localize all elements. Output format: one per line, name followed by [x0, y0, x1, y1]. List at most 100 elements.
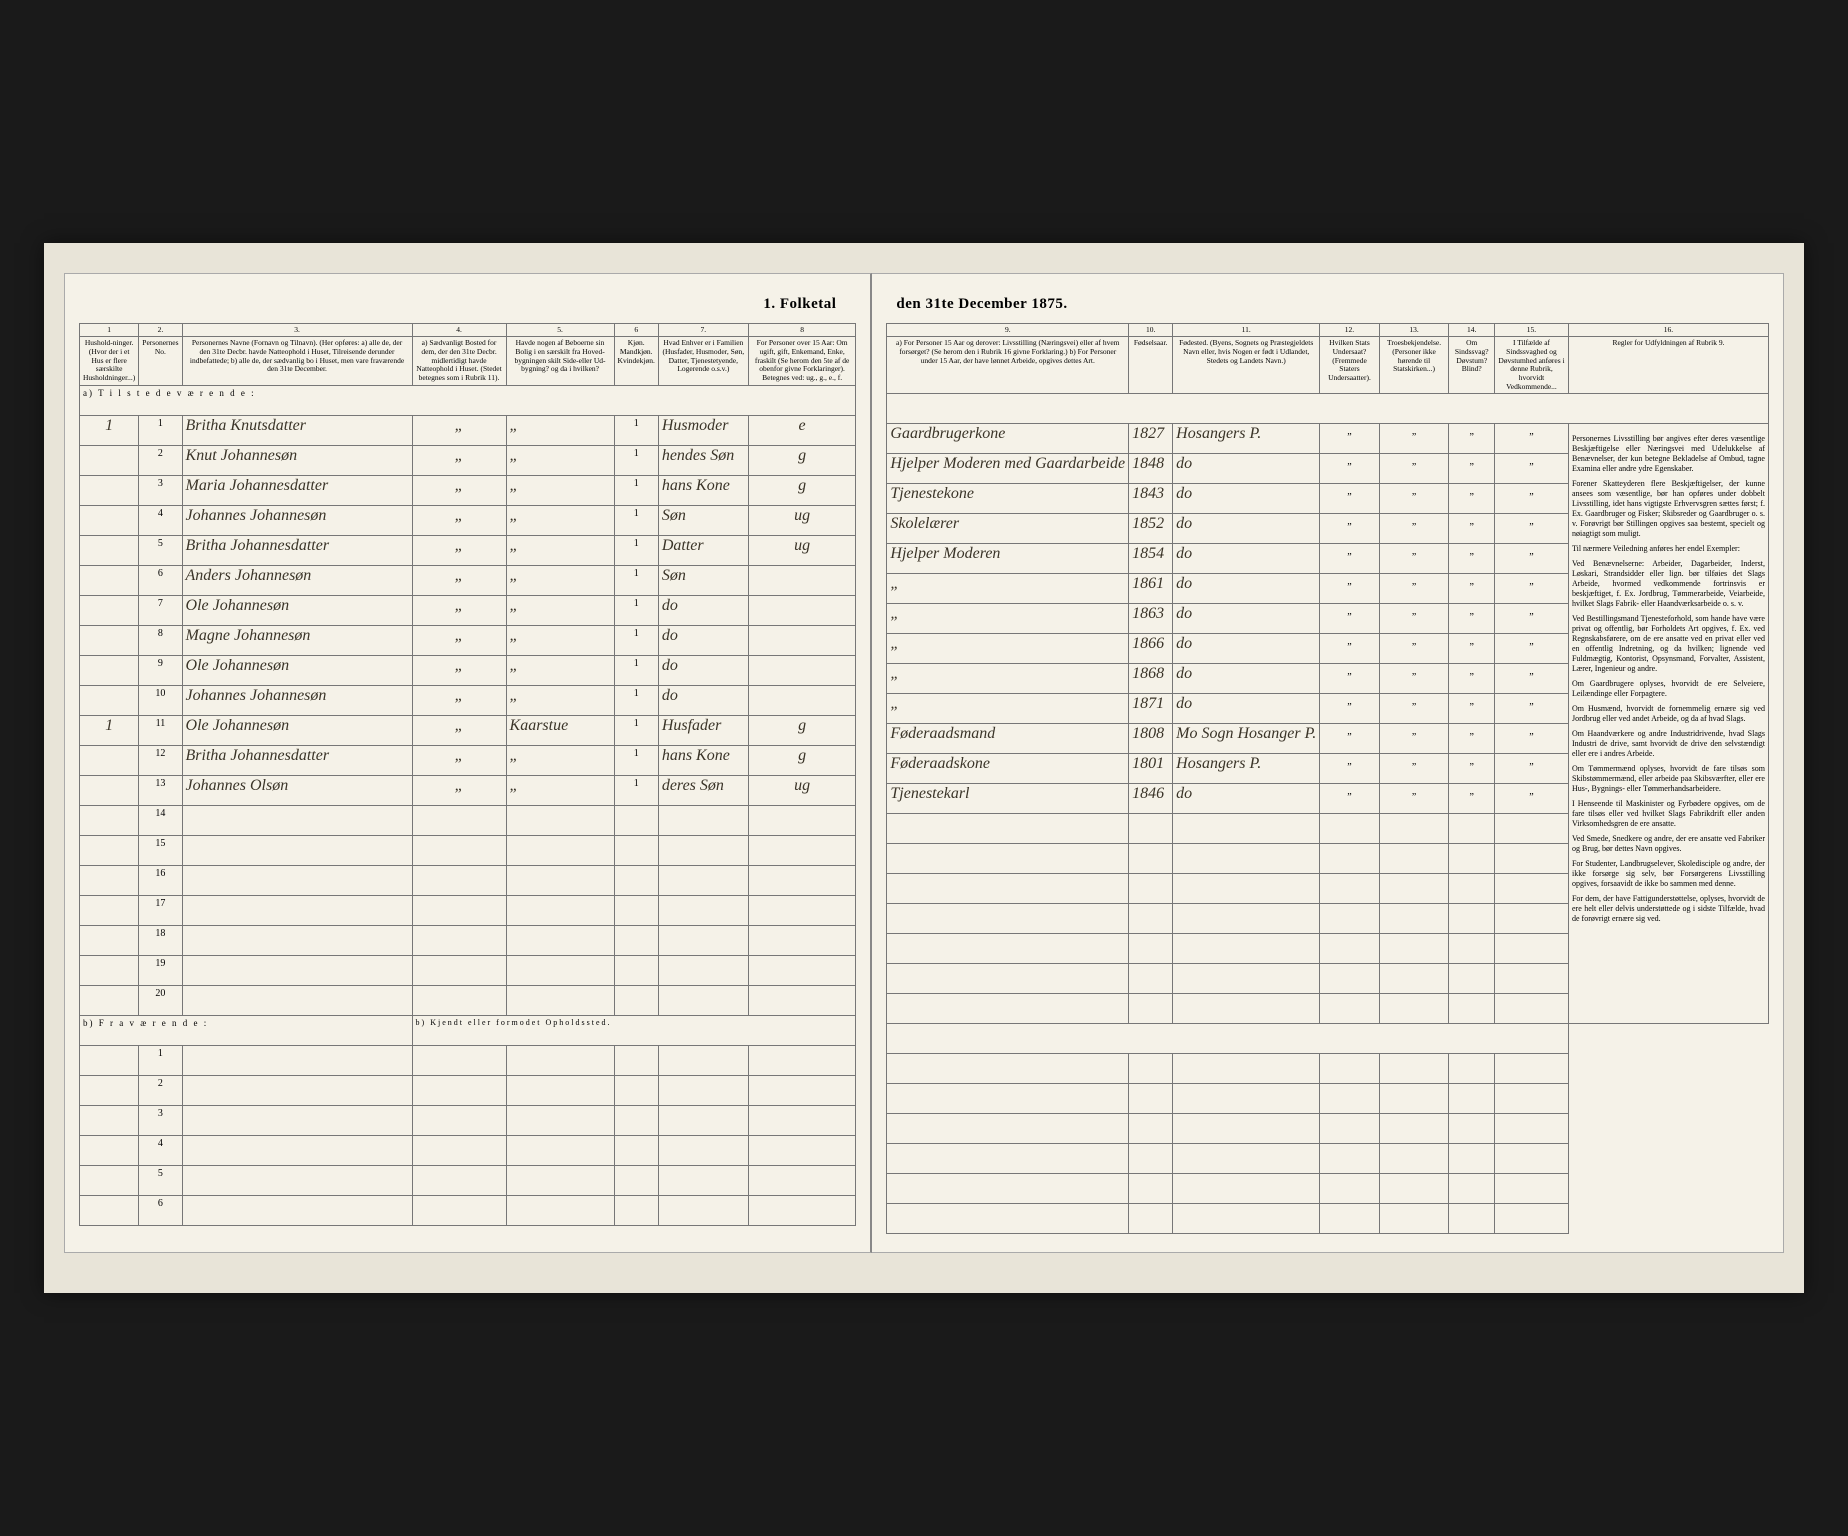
rules-paragraph: Ved Smede, Snedkere og andre, der ere an… [1572, 834, 1765, 854]
cell: 1 [614, 475, 658, 505]
person-name: Britha Johannesdatter [182, 535, 412, 565]
cell: „ [1320, 664, 1379, 694]
cell: 1 [614, 505, 658, 535]
family-relation: do [658, 625, 748, 655]
birth-year: 1846 [1129, 784, 1173, 814]
cell: „ [412, 445, 506, 475]
right-page: den 31te December 1875. 9. 10. 11. 12. 1… [872, 273, 1784, 1253]
cell: „ [1320, 424, 1379, 454]
civil-status: ug [748, 535, 856, 565]
cell: 1 [614, 775, 658, 805]
cell: „ [506, 505, 614, 535]
civil-status: g [748, 745, 856, 775]
person-name: Ole Johannesøn [182, 595, 412, 625]
cell: „ [1449, 574, 1495, 604]
cell: „ [506, 475, 614, 505]
table-row: 4Johannes Johannesøn„„1Sønug [80, 505, 856, 535]
cell: „ [1495, 424, 1569, 454]
cell: „ [1449, 484, 1495, 514]
col-num: 3. [182, 323, 412, 337]
civil-status [748, 685, 856, 715]
household-num [80, 685, 139, 715]
occupation: Skolelærer [887, 514, 1129, 544]
family-relation: do [658, 595, 748, 625]
header: Hushold-ninger. (Hvor der i et Hus er fl… [80, 337, 139, 385]
cell: „ [412, 745, 506, 775]
cell: „ [1449, 784, 1495, 814]
person-num: 12 [139, 745, 182, 775]
col-num: 15. [1495, 323, 1569, 337]
occupation: „ [887, 664, 1129, 694]
household-num [80, 445, 139, 475]
cell: „ [1320, 604, 1379, 634]
occupation: Tjenestekone [887, 484, 1129, 514]
household-num [80, 505, 139, 535]
cell: „ [1495, 694, 1569, 724]
cell: „ [1379, 604, 1449, 634]
table-row: 111Ole Johannesøn„Kaarstue1Husfaderg [80, 715, 856, 745]
person-name: Magne Johannesøn [182, 625, 412, 655]
cell: „ [412, 655, 506, 685]
cell: „ [1495, 514, 1569, 544]
col-num: 7. [658, 323, 748, 337]
birth-year: 1866 [1129, 634, 1173, 664]
cell: „ [1495, 784, 1569, 814]
family-relation: Husfader [658, 715, 748, 745]
person-name: Maria Johannesdatter [182, 475, 412, 505]
table-row: 10Johannes Johannesøn„„1do [80, 685, 856, 715]
col-num: 1 [80, 323, 139, 337]
cell: „ [1495, 484, 1569, 514]
family-relation: deres Søn [658, 775, 748, 805]
person-name: Britha Knutsdatter [182, 415, 412, 445]
cell: 1 [614, 595, 658, 625]
civil-status: g [748, 475, 856, 505]
cell: 1 [614, 445, 658, 475]
cell: „ [1320, 514, 1379, 544]
title-left: 1. Folketal [79, 292, 856, 323]
birth-year: 1808 [1129, 724, 1173, 754]
person-num: 2 [139, 445, 182, 475]
title-right: den 31te December 1875. [886, 292, 1769, 323]
civil-status [748, 565, 856, 595]
civil-status [748, 655, 856, 685]
table-row: 9Ole Johannesøn„„1do [80, 655, 856, 685]
occupation: „ [887, 634, 1129, 664]
person-num: 5 [139, 535, 182, 565]
table-row: 8Magne Johannesøn„„1do [80, 625, 856, 655]
col-num: 2. [139, 323, 182, 337]
birth-year: 1848 [1129, 454, 1173, 484]
birth-year: 1871 [1129, 694, 1173, 724]
rules-paragraph: Ved Benævnelserne: Arbeider, Dagarbeider… [1572, 559, 1765, 609]
header: Troesbekjendelse. (Personer ikke hørende… [1379, 337, 1449, 394]
header: Kjøn. Mandkjøn. Kvindekjøn. [614, 337, 658, 385]
rules-paragraph: Om Gaardbrugere oplyses, hvorvidt de ere… [1572, 679, 1765, 699]
civil-status: g [748, 445, 856, 475]
cell: „ [1449, 454, 1495, 484]
person-num: 1 [139, 415, 182, 445]
occupation: Gaardbrugerkone [887, 424, 1129, 454]
cell: 1 [614, 565, 658, 595]
col-num: 14. [1449, 323, 1495, 337]
family-relation: do [658, 655, 748, 685]
cell: „ [1449, 664, 1495, 694]
person-num: 11 [139, 715, 182, 745]
household-num [80, 595, 139, 625]
occupation: Tjenestekarl [887, 784, 1129, 814]
cell: „ [1495, 604, 1569, 634]
cell: 1 [614, 715, 658, 745]
cell: „ [1320, 724, 1379, 754]
header: Personernes No. [139, 337, 182, 385]
cell: „ [1495, 574, 1569, 604]
person-num: 13 [139, 775, 182, 805]
cell: „ [1379, 424, 1449, 454]
person-name: Britha Johannesdatter [182, 745, 412, 775]
person-num: 6 [139, 565, 182, 595]
census-table-left: 1 2. 3. 4. 5. 6 7. 8 Hushold-ninger. (Hv… [79, 323, 856, 1226]
birthplace: do [1173, 664, 1320, 694]
occupation: Hjelper Moderen [887, 544, 1129, 574]
cell: „ [506, 745, 614, 775]
cell: „ [1379, 694, 1449, 724]
cell: „ [1379, 784, 1449, 814]
rules-column: Personernes Livsstilling bør angives eft… [1568, 424, 1768, 1024]
cell: 1 [614, 655, 658, 685]
